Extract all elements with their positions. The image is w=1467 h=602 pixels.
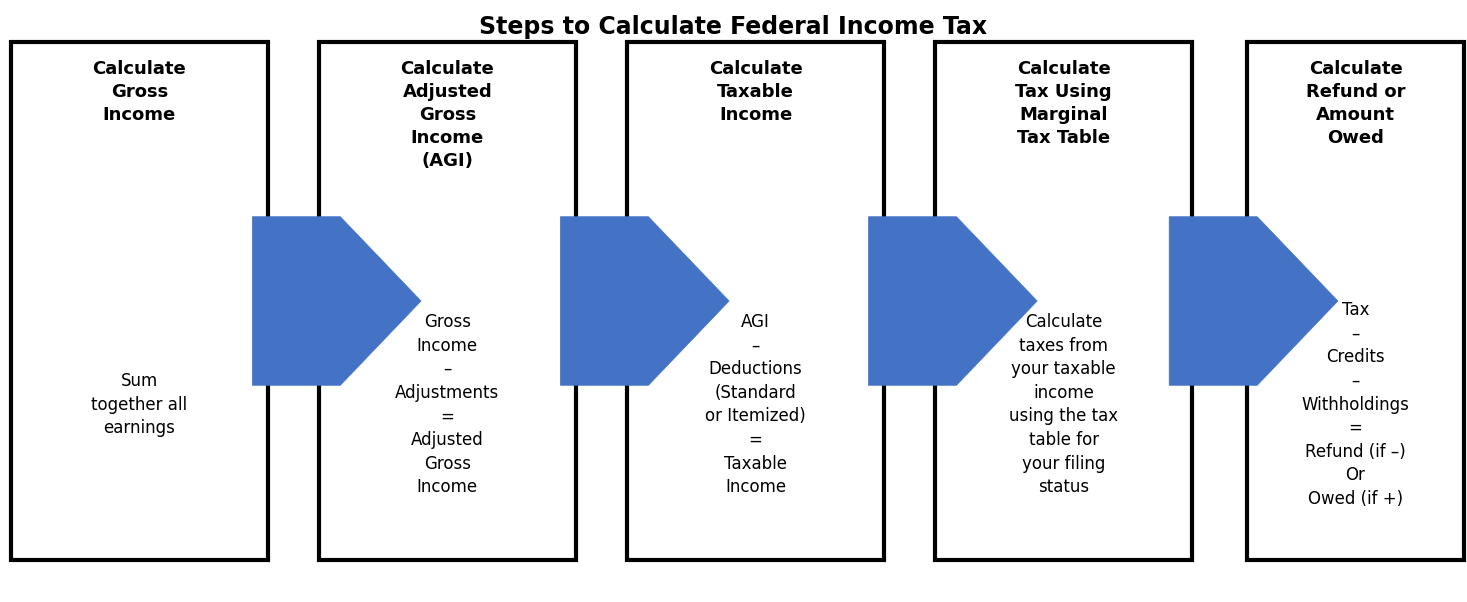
Text: Calculate
Adjusted
Gross
Income
(AGI): Calculate Adjusted Gross Income (AGI) xyxy=(400,60,494,170)
Polygon shape xyxy=(868,217,1037,385)
Text: AGI
–
Deductions
(Standard
or Itemized)
=
Taxable
Income: AGI – Deductions (Standard or Itemized) … xyxy=(706,313,805,496)
Polygon shape xyxy=(560,217,729,385)
Text: Calculate
Refund or
Amount
Owed: Calculate Refund or Amount Owed xyxy=(1306,60,1405,147)
FancyBboxPatch shape xyxy=(320,42,575,560)
Text: Calculate
Tax Using
Marginal
Tax Table: Calculate Tax Using Marginal Tax Table xyxy=(1015,60,1112,147)
FancyBboxPatch shape xyxy=(12,42,268,560)
Polygon shape xyxy=(252,217,421,385)
Text: Sum
together all
earnings: Sum together all earnings xyxy=(91,372,188,437)
FancyBboxPatch shape xyxy=(1247,42,1464,560)
Text: Calculate
taxes from
your taxable
income
using the tax
table for
your filing
sta: Calculate taxes from your taxable income… xyxy=(1009,313,1118,496)
Text: Steps to Calculate Federal Income Tax: Steps to Calculate Federal Income Tax xyxy=(480,15,987,39)
Text: Gross
Income
–
Adjustments
=
Adjusted
Gross
Income: Gross Income – Adjustments = Adjusted Gr… xyxy=(395,313,500,496)
FancyBboxPatch shape xyxy=(628,42,883,560)
Polygon shape xyxy=(1169,217,1338,385)
FancyBboxPatch shape xyxy=(936,42,1191,560)
Text: Calculate
Taxable
Income: Calculate Taxable Income xyxy=(709,60,802,124)
Text: Tax
–
Credits
–
Withholdings
=
Refund (if –)
Or
Owed (if +): Tax – Credits – Withholdings = Refund (i… xyxy=(1301,301,1410,508)
Text: Calculate
Gross
Income: Calculate Gross Income xyxy=(92,60,186,124)
